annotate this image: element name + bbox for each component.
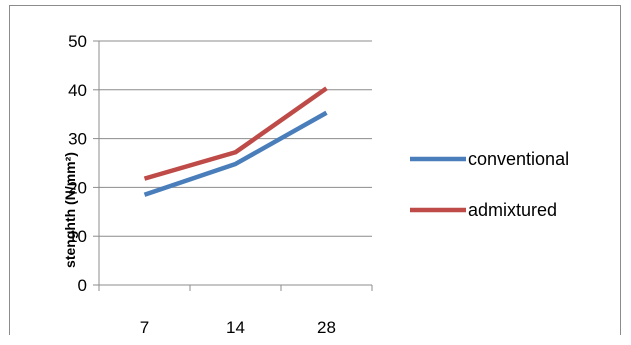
y-tick-label: 0 [78,276,87,295]
y-tick-label: 40 [68,81,87,100]
chart-frame [9,5,621,335]
series-line-conventional [143,110,328,197]
x-tick-labels: 7 14 28 [140,318,336,337]
legend-label-admixtured: admixtured [468,200,557,220]
y-tick-labels: 0 10 20 30 40 50 [68,32,87,295]
x-tick-label: 28 [317,318,336,337]
y-tick-label: 10 [68,227,87,246]
gridlines [99,40,372,237]
axes [93,40,373,291]
x-tick-label: 14 [226,318,245,337]
y-tick-label: 30 [68,130,87,149]
legend-label-conventional: conventional [468,149,569,169]
y-tick-label: 20 [68,178,87,197]
y-tick-label: 50 [68,32,87,51]
series-lines [143,86,328,197]
legend: conventional admixtured [410,149,569,220]
x-tick-label: 7 [140,318,149,337]
y-axis-title: stenghth (N/mm²) [62,152,78,268]
series-line-admixtured [143,86,328,181]
